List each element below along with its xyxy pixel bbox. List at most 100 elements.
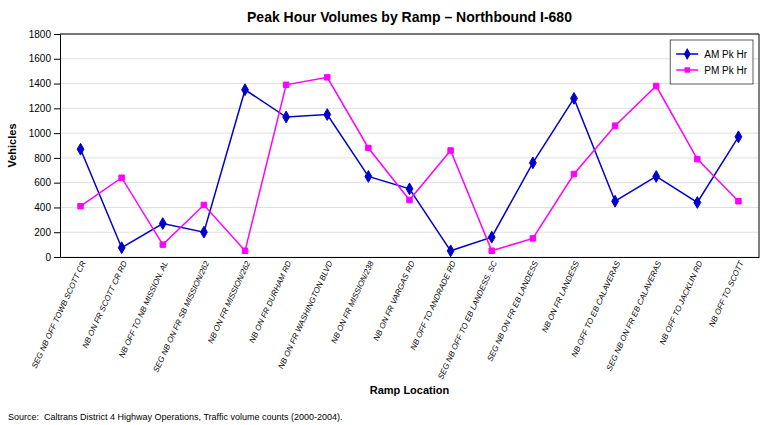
tick-mark <box>54 34 60 35</box>
legend: AM Pk Hr PM Pk Hr <box>670 40 753 84</box>
tick-label: NB ON FR LANDESS <box>540 259 581 334</box>
marker <box>571 93 578 105</box>
marker <box>159 218 166 230</box>
legend-marker <box>684 48 691 60</box>
marker <box>242 84 249 96</box>
marker <box>695 156 700 161</box>
x-axis: SEG NB OFF TOWB SCOTT CRNB ON FR SCOTT C… <box>30 258 760 381</box>
plot-area: 0 200 400 600 800 1000 1200 1400 1600 1800 SEG NB … <box>29 29 760 381</box>
tick: 200 <box>34 227 60 238</box>
tick-label: 800 <box>34 153 51 164</box>
tick: NB ON FR MISSION/238 <box>329 259 375 345</box>
grid-line <box>60 133 759 134</box>
marker <box>242 248 247 253</box>
marker <box>407 197 412 202</box>
grid <box>60 34 759 257</box>
tick-mark <box>54 133 60 134</box>
tick-label: 1800 <box>29 29 52 40</box>
frame-line <box>60 34 759 35</box>
series-group <box>77 75 742 257</box>
grid-line <box>60 108 759 109</box>
series-line <box>81 90 739 251</box>
tick-mark <box>54 158 60 159</box>
marker <box>653 171 660 183</box>
tick-mark <box>54 257 60 258</box>
axis-line <box>61 257 760 258</box>
tick-mark <box>54 207 60 208</box>
tick-label: SEG NB ON FR SB MISSION/262 <box>151 259 211 374</box>
tick-label: NB ON FR MISSION/262 <box>206 259 252 345</box>
tick-label: 200 <box>34 227 51 238</box>
grid-line <box>60 58 759 59</box>
tick: NB ON FR VARGAS RD <box>372 259 417 342</box>
tick: NB OFF TO SCOTT <box>707 259 746 329</box>
marker <box>119 175 124 180</box>
grid-line <box>60 232 759 233</box>
marker <box>324 109 331 121</box>
marker <box>283 111 290 123</box>
tick: 1800 <box>29 29 60 40</box>
marker <box>448 148 453 153</box>
tick: 0 <box>45 252 60 263</box>
tick-label: 1000 <box>29 128 52 139</box>
tick: NB ON FR SCOTT CR RD <box>81 259 129 349</box>
y-axis: 0 200 400 600 800 1000 1200 1400 1600 1800 <box>29 29 61 263</box>
y-axis-label: Vehicles <box>6 123 18 167</box>
marker <box>653 83 658 88</box>
source-note: Source: Caltrans District 4 Highway Oper… <box>8 412 342 422</box>
tick-label: NB ON FR SCOTT CR RD <box>81 259 129 349</box>
tick-mark <box>54 84 60 85</box>
tick: SEG NB OFF TO EB LANDESS. SC <box>436 259 499 380</box>
grid-line <box>60 207 759 208</box>
tick-mark <box>54 108 60 109</box>
marker <box>365 171 372 183</box>
tick-label: NB ON FR VARGAS RD <box>372 259 417 342</box>
legend-item: AM Pk Hr <box>676 48 747 60</box>
tick: NB OFF TO JACKLIN RD <box>658 259 705 346</box>
tick-mark <box>54 232 60 233</box>
marker <box>366 145 371 150</box>
tick-label: NB OFF TO NB MISSION. AL <box>117 260 170 360</box>
tick-label: 1200 <box>29 103 52 114</box>
tick-label: 400 <box>34 202 51 213</box>
tick-mark <box>54 183 60 184</box>
tick-label: SEG NB ON FR EB LANDESS <box>485 259 540 363</box>
marker <box>447 245 454 257</box>
tick: NB OFF TO ANDRADE RD <box>409 259 458 351</box>
tick: SEG NB ON FR EB LANDESS <box>485 259 540 363</box>
tick-label: 1400 <box>29 78 52 89</box>
legend-label: PM Pk Hr <box>704 65 747 76</box>
marker <box>571 171 576 176</box>
tick: NB OFF TO NB MISSION. AL <box>117 260 170 360</box>
tick: 800 <box>34 153 60 164</box>
marker <box>160 242 165 247</box>
marker <box>529 157 536 169</box>
grid-line <box>60 34 759 35</box>
axis-line <box>54 35 61 258</box>
chart: 0 200 400 600 800 1000 1200 1400 1600 1800 SEG NB … <box>0 0 775 425</box>
tick-label: SEG NB OFF TO EB LANDESS. SC <box>436 259 499 380</box>
marker <box>612 123 617 128</box>
series-line <box>81 77 739 250</box>
marker <box>78 203 83 208</box>
tick-label: NB ON FR DURHAM RD <box>247 259 293 344</box>
marker <box>406 183 413 195</box>
tick: 1200 <box>29 103 60 114</box>
tick: NB OFF TO EB CALAVERAS <box>570 259 623 359</box>
legend-marker <box>684 67 689 72</box>
tick-mark <box>54 59 60 60</box>
x-axis-label: Ramp Location <box>370 384 450 396</box>
legend-item: PM Pk Hr <box>676 65 747 76</box>
tick: 1600 <box>29 53 60 64</box>
tick-label: NB ON FR WASHINGTON BLVD <box>276 259 334 370</box>
grid-line <box>60 157 759 158</box>
tick: 600 <box>34 177 60 188</box>
tick: NB ON FR DURHAM RD <box>247 259 293 344</box>
marker <box>77 143 84 155</box>
marker <box>489 248 494 253</box>
marker <box>283 82 288 87</box>
marker <box>488 231 495 243</box>
marker <box>736 199 741 204</box>
tick: 1000 <box>29 128 60 139</box>
tick-label: SEG NB ON FR EB CALAVERAS <box>605 259 664 372</box>
